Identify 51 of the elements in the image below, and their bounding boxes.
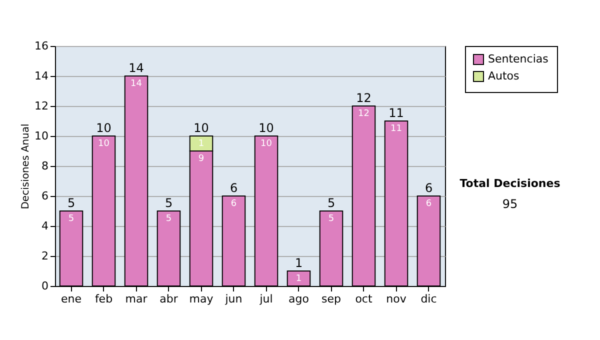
data-label: 5 — [166, 214, 172, 224]
data-label: 11 — [390, 124, 402, 134]
x-tick-label: mar — [125, 292, 148, 306]
data-label: 6 — [426, 199, 432, 209]
y-axis-title: Decisiones Anual — [20, 124, 32, 210]
x-tick-label: abr — [160, 292, 178, 306]
total-label: 10 — [258, 121, 274, 135]
y-tick-label: 12 — [34, 100, 48, 112]
data-label: 10 — [260, 139, 272, 149]
total-label: 11 — [388, 106, 404, 120]
data-label: 1 — [198, 139, 204, 149]
x-tick-label: jul — [258, 292, 273, 306]
total-label: 10 — [194, 121, 209, 135]
data-label: 1 — [296, 274, 302, 284]
y-tick-label: 10 — [34, 130, 48, 142]
x-tick-label: oct — [355, 292, 373, 306]
x-tick-label: jun — [224, 292, 242, 306]
total-label: 6 — [424, 181, 433, 195]
total-label: 1 — [294, 256, 303, 270]
x-tick-label: feb — [94, 292, 113, 306]
x-tick-label: ago — [288, 292, 310, 306]
data-label: 9 — [198, 154, 204, 164]
total-label: 14 — [128, 61, 144, 75]
x-tick-label: may — [189, 292, 214, 306]
y-tick-label: 4 — [42, 220, 48, 232]
legend-label: Autos — [488, 70, 520, 82]
total-label: 12 — [356, 91, 372, 105]
x-tick-label: nov — [386, 292, 407, 306]
total-label: 5 — [67, 196, 76, 210]
total-label: 6 — [230, 181, 238, 195]
x-tick-label: dic — [420, 292, 437, 306]
data-label: 5 — [328, 214, 334, 224]
total-label: 5 — [164, 196, 173, 210]
x-tick-label: sep — [322, 292, 342, 306]
text: 95 — [502, 197, 518, 211]
y-tick-label: 6 — [42, 190, 48, 202]
y-tick-label: 2 — [42, 250, 48, 262]
legend-label: Sentencias — [488, 52, 549, 66]
data-label: 10 — [98, 139, 110, 149]
text: Total Decisiones — [460, 177, 561, 190]
data-label: 5 — [68, 214, 74, 224]
y-tick-label: 16 — [34, 40, 48, 52]
y-tick-label: 14 — [34, 70, 48, 82]
data-label: 6 — [230, 199, 237, 209]
data-label: 12 — [358, 109, 370, 119]
total-label: 10 — [96, 121, 112, 135]
y-tick-label: 8 — [42, 160, 48, 172]
y-tick-label: 0 — [42, 280, 48, 292]
data-label: 14 — [130, 79, 142, 89]
x-tick-label: ene — [60, 292, 82, 306]
total-label: 5 — [327, 196, 336, 210]
